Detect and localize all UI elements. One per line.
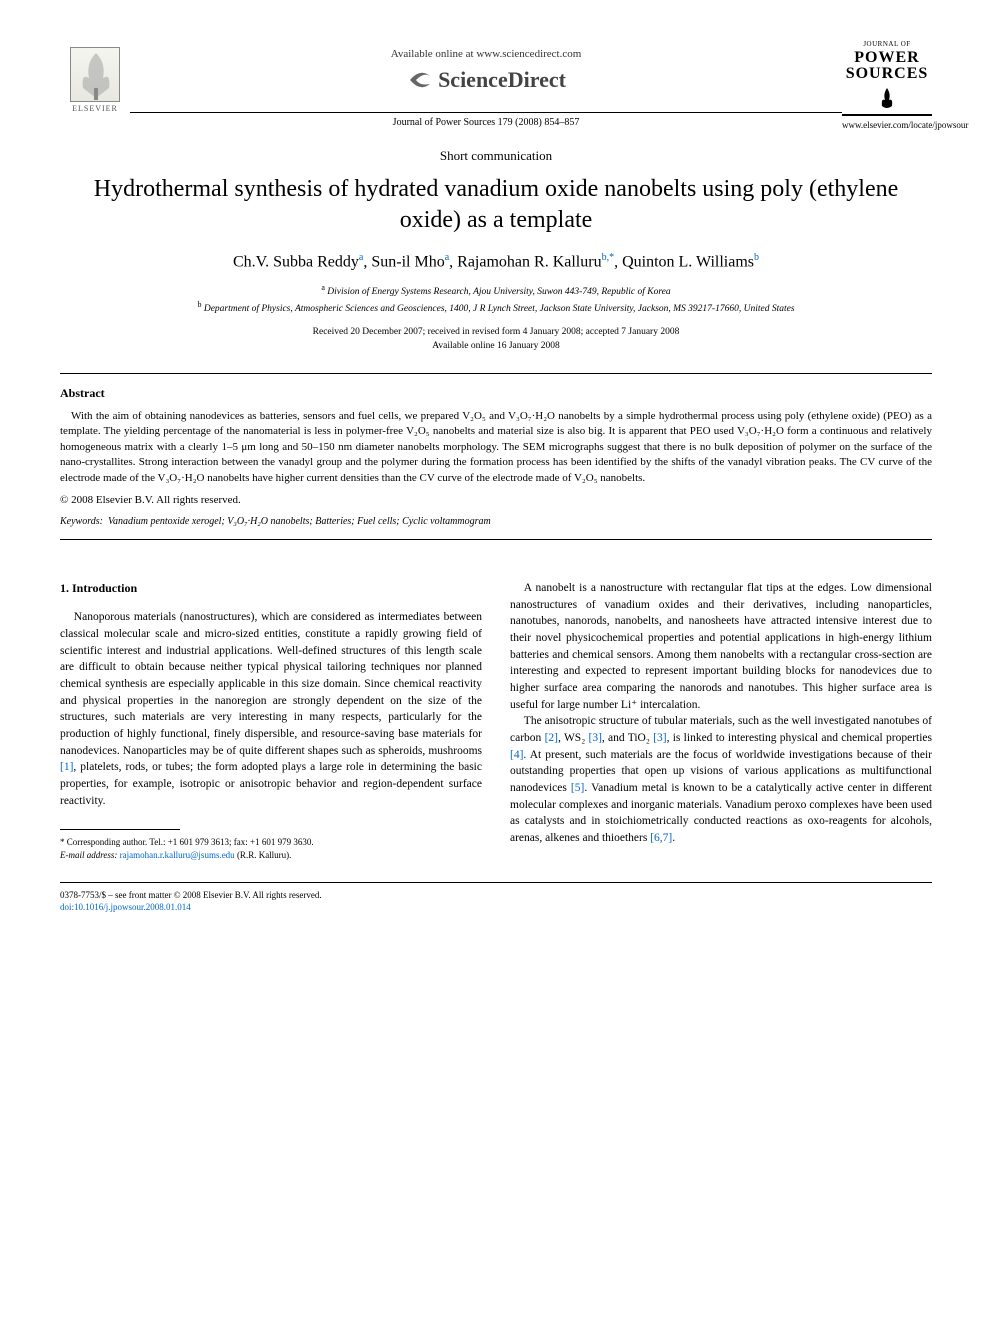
header-row: ELSEVIER Available online at www.science… [60,40,932,130]
affiliation-b: b Department of Physics, Atmospheric Sci… [60,299,932,316]
footnote-email-line: E-mail address: rajamohan.r.kalluru@jsum… [60,849,482,862]
ref-link[interactable]: [1] [60,761,73,773]
ref-link[interactable]: [4] [510,749,523,761]
abstract-copyright: © 2008 Elsevier B.V. All rights reserved… [60,494,932,506]
footnote-corr: * Corresponding author. Tel.: +1 601 979… [60,836,482,849]
article-type: Short communication [60,148,932,164]
footer-text: 0378-7753/$ – see front matter © 2008 El… [60,889,932,914]
footnote-separator [60,829,180,830]
sciencedirect-text: ScienceDirect [438,67,566,93]
center-header: Available online at www.sciencedirect.co… [130,40,842,128]
keywords-line: Keywords: Vanadium pentoxide xerogel; V₃… [60,516,932,527]
column-left: 1. Introduction Nanoporous materials (na… [60,580,482,862]
intro-para-2: A nanobelt is a nanostructure with recta… [510,580,932,713]
ref-link[interactable]: [2] [545,732,558,744]
ref-link[interactable]: [6,7] [650,832,672,844]
journal-citation: Journal of Power Sources 179 (2008) 854–… [130,117,842,128]
journal-url[interactable]: www.elsevier.com/locate/jpowsour [842,120,932,130]
footnote-email[interactable]: rajamohan.r.kalluru@jsums.edu [120,850,235,860]
elsevier-logo: ELSEVIER [60,40,130,120]
sciencedirect-logo: ScienceDirect [406,66,566,94]
abstract-heading: Abstract [60,386,932,401]
elsevier-tree-icon [70,47,120,102]
authors-line: Ch.V. Subba Reddya, Sun-il Mhoa, Rajamoh… [60,252,932,271]
affiliations: a Division of Energy Systems Research, A… [60,282,932,317]
intro-para-3: The anisotropic structure of tubular mat… [510,713,932,846]
intro-para-1: Nanoporous materials (nanostructures), w… [60,609,482,809]
available-online-text: Available online at www.sciencedirect.co… [130,48,842,60]
elsevier-label: ELSEVIER [72,104,118,113]
keywords-label: Keywords: [60,516,103,527]
dates-received: Received 20 December 2007; received in r… [60,325,932,339]
corresponding-author-footnote: * Corresponding author. Tel.: +1 601 979… [60,836,482,861]
affiliation-a: a Division of Energy Systems Research, A… [60,282,932,299]
ref-link[interactable]: [3] [653,732,666,744]
body-columns: 1. Introduction Nanoporous materials (na… [60,580,932,862]
abstract-text: With the aim of obtaining nanodevices as… [60,409,932,486]
dates-online: Available online 16 January 2008 [60,339,932,353]
journal-logo-top-text: JOURNAL OF [842,40,932,48]
flame-icon [877,86,897,110]
sciencedirect-swoosh-icon [406,66,434,94]
footnote-email-suffix: (R.R. Kalluru). [237,850,292,860]
ref-link[interactable]: [3] [588,732,601,744]
journal-logo-power: POWER [842,50,932,66]
ref-link[interactable]: [5] [571,782,584,794]
footnote-email-label: E-mail address: [60,850,117,860]
abstract-section: Abstract With the aim of obtaining nanod… [60,373,932,540]
column-right: A nanobelt is a nanostructure with recta… [510,580,932,862]
footer-doi[interactable]: doi:10.1016/j.jpowsour.2008.01.014 [60,901,932,914]
keywords-values: Vanadium pentoxide xerogel; V₃O₇·H₂O nan… [108,516,491,527]
journal-logo-sources: SOURCES [842,66,932,82]
journal-logo: JOURNAL OF POWER SOURCES www.elsevier.co… [842,40,932,130]
footer-rule [60,882,932,883]
footer-issn: 0378-7753/$ – see front matter © 2008 El… [60,889,932,902]
section-1-heading: 1. Introduction [60,580,482,597]
article-title: Hydrothermal synthesis of hydrated vanad… [60,174,932,236]
article-dates: Received 20 December 2007; received in r… [60,325,932,354]
header-rule [130,112,842,113]
